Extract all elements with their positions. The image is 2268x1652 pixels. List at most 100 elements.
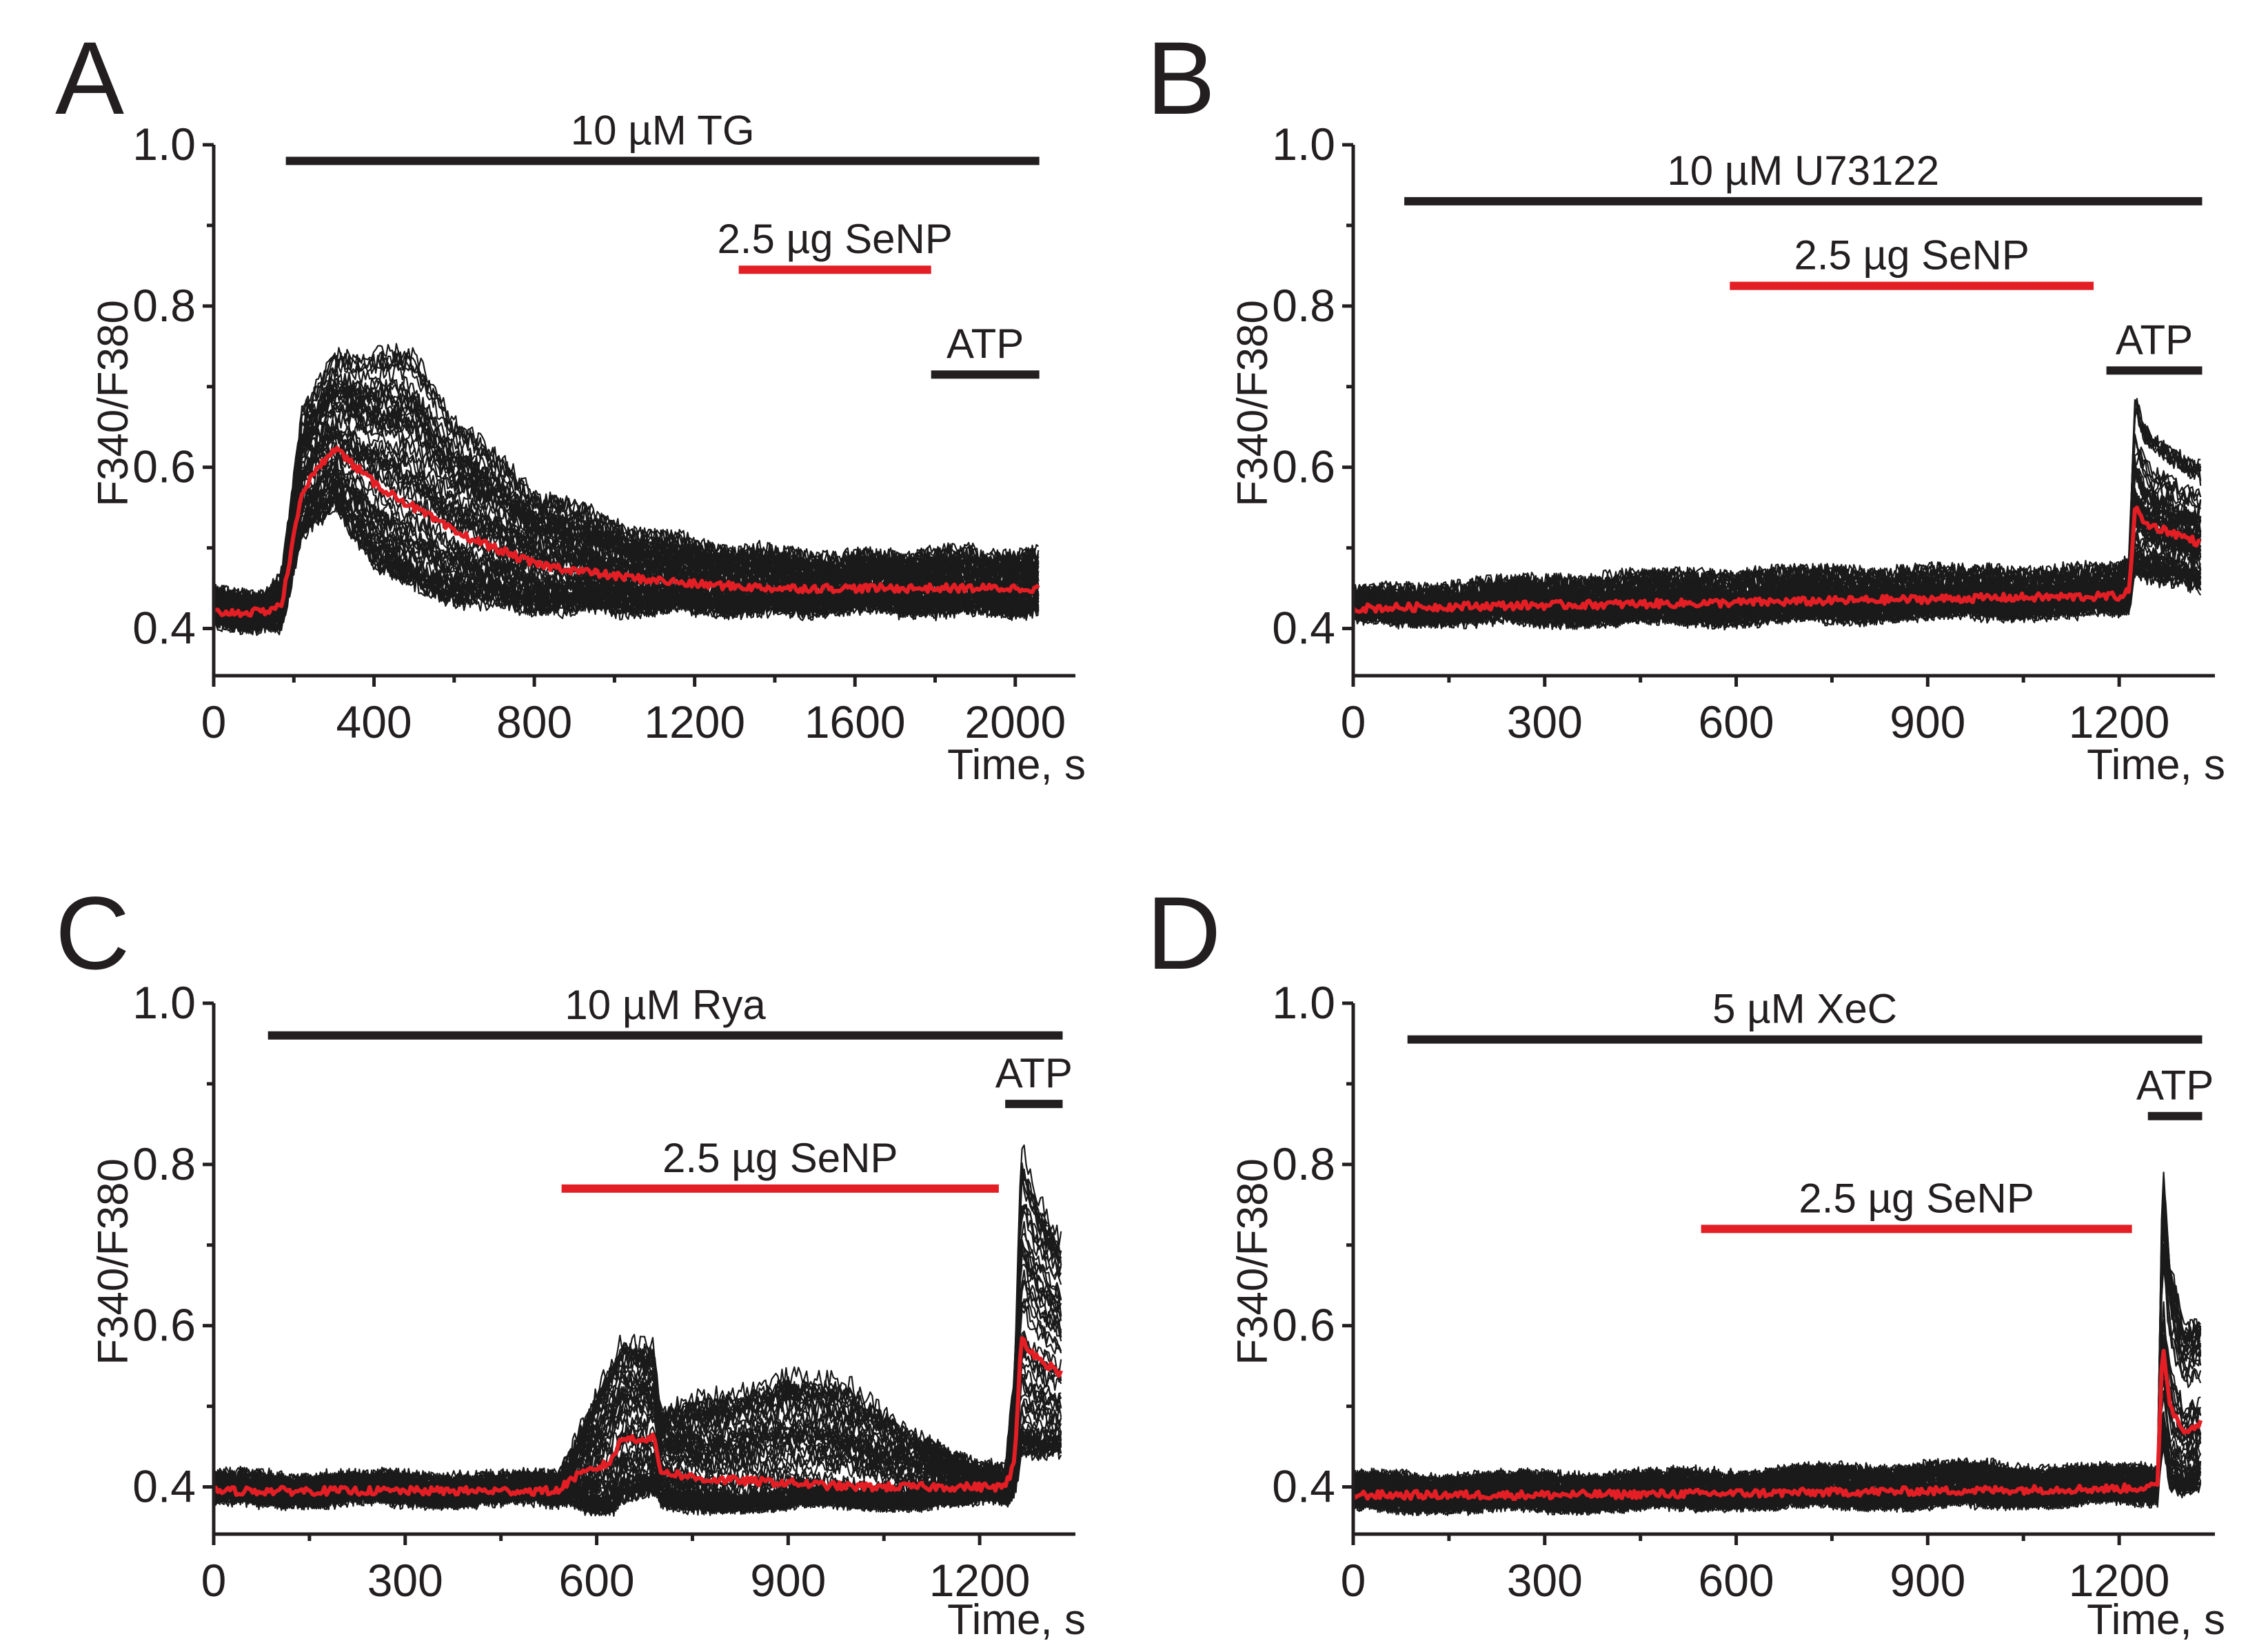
- cell-trace: [1353, 467, 2202, 615]
- mean-trace: [1351, 505, 2201, 614]
- cell-trace: [1352, 1202, 2201, 1495]
- cell-trace: [1352, 1213, 2202, 1493]
- cell-trace: [1352, 1218, 2202, 1497]
- x-axis-label: Time, s: [947, 741, 1086, 789]
- panel-d: D 0 300 600 900 1200 0.4 0.6 0.8 1.0 5 µM XeC 2.…: [1146, 875, 2225, 1644]
- mean-trace: [1351, 1349, 2203, 1501]
- treatment-label: 10 µM Rya: [565, 982, 766, 1028]
- cell-trace: [1353, 1194, 2202, 1495]
- x-tick-label: 1200: [2069, 696, 2170, 747]
- cell-trace: [213, 373, 1040, 614]
- y-axis-label: F340/F380: [1229, 300, 1277, 507]
- cell-trace: [1353, 1212, 2202, 1496]
- cell-trace: [1352, 1251, 2202, 1501]
- x-tick-label: 600: [558, 1555, 634, 1606]
- y-tick-label: 0.4: [1272, 603, 1335, 654]
- y-tick-label: 0.6: [1272, 1300, 1335, 1351]
- x-tick-label: 2000: [964, 696, 1066, 747]
- x-tick-label: 800: [496, 696, 572, 747]
- y-tick-label: 0.4: [132, 1461, 196, 1512]
- treatment-label: 2.5 µg SeNP: [662, 1135, 898, 1181]
- y-tick-label: 0.4: [132, 603, 196, 654]
- x-tick-label: 300: [367, 1555, 443, 1606]
- cell-trace: [212, 1250, 1062, 1500]
- treatment-label: ATP: [995, 1050, 1073, 1096]
- x-tick-label: 400: [336, 696, 412, 747]
- y-tick-label: 0.8: [1272, 1138, 1335, 1189]
- cell-trace: [1352, 1222, 2202, 1498]
- x-tick-label: 600: [1698, 1555, 1774, 1606]
- mean-trace: [213, 445, 1040, 618]
- y-ticks: 0.4 0.6 0.8 1.0: [132, 977, 214, 1512]
- y-ticks: 0.4 0.6 0.8 1.0: [1272, 119, 1353, 654]
- x-tick-label: 1200: [929, 1555, 1031, 1606]
- x-axis-label: Time, s: [2087, 1596, 2225, 1644]
- x-tick-label: 600: [1698, 696, 1774, 747]
- panel-b: B 0 300 600 900 1200 0.4 0.6 0.8 1.0 10 µM U731…: [1146, 20, 2225, 789]
- cell-trace: [212, 400, 1040, 617]
- y-tick-label: 1.0: [132, 119, 196, 170]
- x-tick-label: 900: [1890, 1555, 1965, 1606]
- y-axis-label: F340/F380: [90, 300, 137, 507]
- treatment-bars: 5 µM XeC 2.5 µg SeNP ATP: [1407, 986, 2214, 1233]
- cell-trace: [212, 343, 1039, 606]
- x-tick-label: 0: [1341, 696, 1366, 747]
- treatment-label: 2.5 µg SeNP: [717, 216, 952, 262]
- panel-letter: B: [1146, 20, 1215, 136]
- x-tick-label: 0: [201, 696, 227, 747]
- treatment-label: ATP: [2116, 316, 2193, 363]
- x-ticks: 0 300 600 900 1200: [201, 1534, 1031, 1606]
- x-axis-label: Time, s: [947, 1596, 1086, 1644]
- y-ticks: 0.4 0.6 0.8 1.0: [132, 119, 214, 654]
- y-tick-label: 0.6: [132, 441, 196, 492]
- y-axis-label: F340/F380: [1229, 1158, 1277, 1365]
- x-tick-label: 900: [750, 1555, 826, 1606]
- y-tick-label: 0.6: [132, 1300, 196, 1351]
- cell-trace: [1353, 1259, 2201, 1500]
- x-axis-label: Time, s: [2087, 741, 2225, 789]
- x-tick-label: 0: [1341, 1555, 1366, 1606]
- x-ticks: 0 300 600 900 1200: [1341, 676, 2170, 747]
- cell-trace: [1353, 1214, 2202, 1497]
- panel-c: C 0 300 600 900 1200 0.4 0.6 0.8 1.0 10 µM Rya 2…: [55, 875, 1086, 1644]
- y-tick-label: 0.8: [1272, 280, 1335, 331]
- x-tick-label: 1600: [804, 696, 906, 747]
- y-tick-label: 0.6: [1272, 441, 1335, 492]
- treatment-label: 10 µM U73122: [1667, 148, 1939, 194]
- panel-letter: C: [55, 875, 130, 991]
- cell-trace: [1353, 1201, 2202, 1496]
- x-ticks: 0 300 600 900 1200: [1341, 1534, 2170, 1606]
- panel-a: A 0 400 800 1200 1600 2000 0.4 0.6 0.8 1.0 10 µM…: [55, 20, 1086, 789]
- y-axis-label: F340/F380: [90, 1158, 137, 1365]
- x-tick-label: 300: [1507, 1555, 1583, 1606]
- y-tick-label: 0.8: [132, 1138, 196, 1189]
- cell-trace: [1353, 1198, 2202, 1496]
- treatment-bars: 10 µM Rya 2.5 µg SeNP ATP: [267, 982, 1073, 1193]
- treatment-bars: 10 µM U73122 2.5 µg SeNP ATP: [1404, 148, 2203, 375]
- traces-group: [1352, 1171, 2202, 1516]
- cell-trace: [1352, 557, 2202, 630]
- traces-group: [212, 1144, 1062, 1517]
- x-tick-label: 0: [201, 1555, 227, 1606]
- cell-trace: [1352, 1198, 2201, 1495]
- treatment-bars: 10 µM TG 2.5 µg SeNP ATP: [285, 107, 1040, 379]
- cell-trace: [1352, 1218, 2202, 1495]
- cell-trace: [213, 1361, 1062, 1513]
- treatment-label: 2.5 µg SeNP: [1794, 232, 2029, 279]
- x-tick-label: 900: [1890, 696, 1965, 747]
- cell-trace: [1353, 1243, 2202, 1498]
- traces-group: [1352, 398, 2202, 631]
- y-tick-label: 1.0: [1272, 977, 1335, 1028]
- treatment-label: ATP: [2136, 1062, 2214, 1109]
- y-ticks: 0.4 0.6 0.8 1.0: [1272, 977, 1353, 1512]
- treatment-label: 10 µM TG: [571, 107, 755, 153]
- cell-trace: [212, 498, 1040, 636]
- treatment-label: ATP: [946, 321, 1024, 367]
- cell-trace: [1352, 408, 2202, 605]
- y-tick-label: 1.0: [1272, 119, 1335, 170]
- y-tick-label: 1.0: [132, 977, 196, 1028]
- cell-trace: [1352, 1194, 2201, 1495]
- x-tick-label: 1200: [2069, 1555, 2170, 1606]
- treatment-label: 5 µM XeC: [1712, 986, 1897, 1032]
